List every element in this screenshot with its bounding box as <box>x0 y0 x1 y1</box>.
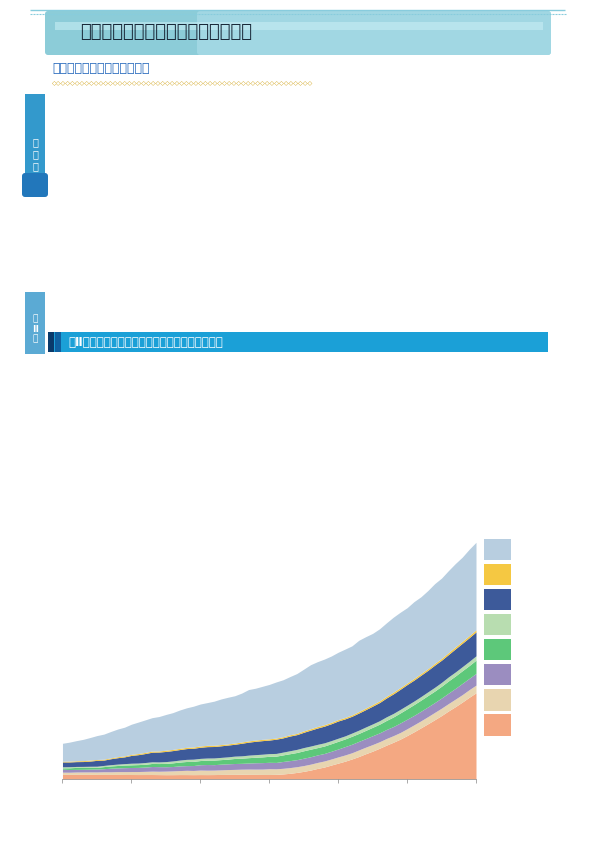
Text: 第: 第 <box>32 137 38 147</box>
Bar <box>484 539 511 560</box>
FancyBboxPatch shape <box>197 11 551 55</box>
Bar <box>484 589 511 610</box>
Text: 第４節　　水産業をめぐる国際情勢: 第４節 水産業をめぐる国際情勢 <box>80 23 252 41</box>
FancyBboxPatch shape <box>22 173 48 197</box>
Text: ◇◇◇◇◇◇◇◇◇◇◇◇◇◇◇◇◇◇◇◇◇◇◇◇◇◇◇◇◇◇◇◇◇◇◇◇◇◇◇◇◇◇◇◇◇◇◇◇◇◇◇◇◇◇◇: ◇◇◇◇◇◇◇◇◇◇◇◇◇◇◇◇◇◇◇◇◇◇◇◇◇◇◇◇◇◇◇◇◇◇◇◇◇◇◇◇… <box>52 82 313 87</box>
Bar <box>55 332 61 352</box>
Text: 部: 部 <box>32 161 38 171</box>
Text: １: １ <box>32 149 38 159</box>
Bar <box>484 564 511 585</box>
Bar <box>25 94 45 182</box>
Text: （１）　世界の漁業・養殖業: （１） 世界の漁業・養殖業 <box>52 62 149 76</box>
Text: 章: 章 <box>32 334 37 344</box>
Bar <box>484 690 511 711</box>
Text: Ⅱ: Ⅱ <box>32 324 38 333</box>
Bar <box>48 332 54 352</box>
Text: 図Ⅱ－４－１　世界の漁業・養殖業生産量の推移: 図Ⅱ－４－１ 世界の漁業・養殖業生産量の推移 <box>68 335 223 349</box>
Bar <box>484 664 511 685</box>
Bar <box>55 22 543 30</box>
Bar <box>484 714 511 736</box>
Bar <box>484 639 511 660</box>
FancyBboxPatch shape <box>45 11 551 55</box>
Bar <box>25 292 45 354</box>
Text: 第: 第 <box>32 315 37 323</box>
Bar <box>48 332 548 352</box>
Bar <box>484 614 511 636</box>
